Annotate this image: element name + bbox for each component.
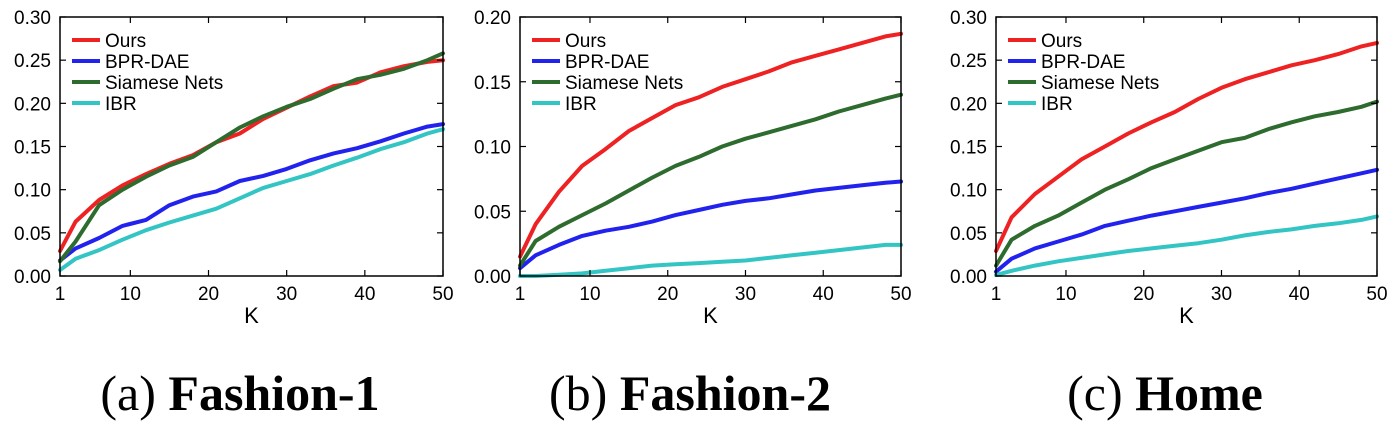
y-tick-label: 0.00 (950, 267, 987, 288)
caption-prefix: (c) (1067, 365, 1123, 421)
series-line-ibr (518, 242, 903, 278)
x-tick-label: 1 (515, 284, 526, 305)
y-tick-label: 0.25 (14, 51, 51, 72)
series-line-siamese-nets (994, 99, 1379, 268)
caption-title: Fashion-1 (168, 365, 380, 421)
y-tick-label: 0.05 (474, 202, 511, 223)
legend-label: Ours (105, 31, 146, 52)
x-tick-label: 50 (1366, 284, 1387, 305)
series-line-bpr-dae (994, 167, 1379, 274)
legend-label: BPR-DAE (565, 52, 649, 73)
y-tick-label: 0.05 (950, 224, 987, 245)
series-line-ours (994, 40, 1379, 253)
y-tick-label: 0.20 (14, 94, 51, 115)
x-tick-label: 40 (1289, 284, 1310, 305)
legend-label: IBR (565, 94, 597, 115)
series-line-ibr (58, 127, 445, 272)
x-tick-label: 10 (579, 284, 600, 305)
chart-panel-1: 0.00 0.05 0.10 0.15 0.20 0.25 0.30 1 10 20 30 40 50 K… (14, 8, 454, 328)
chart-panel-3: 0.00 0.05 0.10 0.15 0.20 0.25 0.30 1 10 20 30 40 50 K… (950, 8, 1388, 328)
legend-label: IBR (105, 94, 137, 115)
y-tick-label: 0.30 (950, 8, 987, 29)
y-tick-label: 0.10 (474, 138, 511, 159)
legend-label: Siamese Nets (105, 73, 223, 94)
series-line-siamese-nets (518, 92, 903, 268)
x-tick-label: 10 (1055, 284, 1076, 305)
caption-prefix: (a) (100, 365, 156, 421)
x-tick-label: 10 (120, 284, 141, 305)
x-tick-label: 20 (1133, 284, 1154, 305)
x-tick-label: 1 (55, 284, 66, 305)
caption-prefix: (b) (549, 365, 608, 421)
legend-label: BPR-DAE (1041, 52, 1125, 73)
chart-panel-2: 0.00 0.05 0.10 0.15 0.20 1 10 20 30 40 50 K OursBPR-… (474, 8, 912, 328)
y-tick-label: 0.15 (14, 138, 51, 159)
caption-title: Fashion-2 (619, 365, 831, 421)
y-tick-label: 0.25 (950, 51, 987, 72)
y-tick-label: 0.00 (14, 267, 51, 288)
x-tick-label: 30 (735, 284, 756, 305)
y-tick-label: 0.05 (14, 224, 51, 245)
x-tick-label: 30 (276, 284, 297, 305)
caption-title: Home (1135, 365, 1263, 421)
x-axis-label: K (703, 303, 718, 328)
y-tick-label: 0.20 (474, 8, 511, 29)
legend-label: BPR-DAE (105, 52, 189, 73)
x-tick-label: 50 (432, 284, 453, 305)
y-tick-label: 0.10 (14, 181, 51, 202)
series-line-ibr (994, 214, 1379, 278)
series-line-siamese-nets (58, 51, 445, 264)
legend-label: Siamese Nets (565, 73, 683, 94)
legend-label: Siamese Nets (1041, 73, 1159, 94)
y-tick-label: 0.00 (474, 267, 511, 288)
series-line-bpr-dae (58, 122, 445, 263)
caption-panel-a: (a) Fashion-1 (20, 368, 460, 418)
x-tick-label: 40 (813, 284, 834, 305)
legend-label: IBR (1041, 94, 1073, 115)
x-axis-label: K (244, 303, 259, 328)
x-tick-label: 20 (198, 284, 219, 305)
caption-panel-c: (c) Home (945, 368, 1385, 418)
x-tick-label: 40 (354, 284, 375, 305)
x-tick-label: 50 (890, 284, 911, 305)
y-tick-label: 0.15 (950, 138, 987, 159)
legend-label: Ours (1041, 31, 1082, 52)
caption-panel-b: (b) Fashion-2 (470, 368, 910, 418)
series-line-ours (518, 31, 903, 259)
y-tick-label: 0.20 (950, 94, 987, 115)
x-tick-label: 30 (1211, 284, 1232, 305)
y-tick-label: 0.30 (14, 8, 51, 29)
legend-label: Ours (565, 31, 606, 52)
x-tick-label: 1 (991, 284, 1002, 305)
y-tick-label: 0.10 (950, 181, 987, 202)
x-axis-label: K (1179, 303, 1194, 328)
series-line-ours (58, 58, 445, 253)
x-tick-label: 20 (657, 284, 678, 305)
y-tick-label: 0.15 (474, 73, 511, 94)
series-line-bpr-dae (518, 179, 903, 271)
